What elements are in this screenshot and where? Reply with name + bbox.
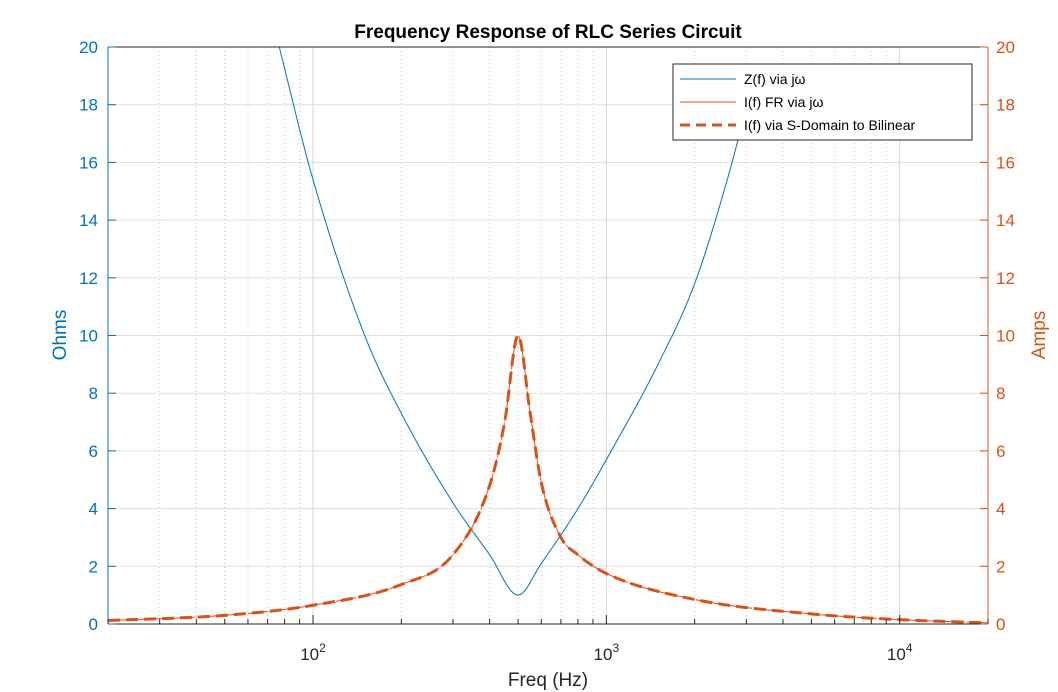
series-sample-point xyxy=(499,440,502,442)
series-sample-point xyxy=(194,616,197,619)
plot-area xyxy=(108,47,988,624)
right-y-tick-label: 10 xyxy=(996,327,1015,346)
x-axis-label: Freq (Hz) xyxy=(508,670,588,691)
right-y-tick-label: 12 xyxy=(996,269,1015,288)
right-y-tick-label: 14 xyxy=(996,211,1015,230)
series-sample-point xyxy=(876,617,879,620)
chart-title: Frequency Response of RLC Series Circuit xyxy=(354,22,742,43)
legend-label-i-fr: I(f) FR via jω xyxy=(744,94,823,110)
series-sample-point xyxy=(356,596,359,599)
series-sample-point xyxy=(479,509,482,511)
series-line-2 xyxy=(108,334,988,624)
left-y-tick-label: 6 xyxy=(89,442,98,461)
left-y-tick-label: 8 xyxy=(89,384,98,403)
right-y-tick-label: 8 xyxy=(996,384,1005,403)
series-sample-point xyxy=(439,566,441,569)
left-y-tick-label: 0 xyxy=(89,615,98,634)
right-y-tick-label: 18 xyxy=(996,96,1015,115)
x-tick-exponent: 2 xyxy=(319,641,326,655)
legend-label-i-bilinear: I(f) via S-Domain to Bilinear xyxy=(744,117,916,133)
legend: Z(f) via jω I(f) FR via jω I(f) via S-Do… xyxy=(672,63,973,141)
series-sample-point xyxy=(492,472,495,474)
series-sample-point xyxy=(267,610,270,613)
series-sample-point xyxy=(496,457,499,459)
left-y-tick-label: 14 xyxy=(79,211,98,230)
left-y-tick-label: 10 xyxy=(79,327,98,346)
left-y-tick-label: 12 xyxy=(79,269,98,288)
legend-label-z: Z(f) via jω xyxy=(744,71,806,87)
series-line-1 xyxy=(108,335,988,624)
left-y-axis-label: Ohms xyxy=(50,310,71,361)
series-sample-point xyxy=(526,389,529,392)
series-sample-point xyxy=(564,543,567,545)
series-sample-point xyxy=(517,334,519,337)
left-y-tick-label: 16 xyxy=(79,153,98,172)
x-tick-label: 102 xyxy=(300,641,326,664)
series-line-0 xyxy=(278,47,747,596)
x-tick-label: 103 xyxy=(594,641,620,664)
right-y-tick-label: 16 xyxy=(996,153,1015,172)
left-y-tick-label: 18 xyxy=(79,96,98,115)
series-sample-point xyxy=(752,607,754,610)
right-y-tick-label: 20 xyxy=(996,38,1015,57)
right-y-axis: 0 2 4 6 8 10 12 14 16 18 20 xyxy=(980,38,1015,634)
series-sample-point xyxy=(503,421,506,423)
series-sample-point xyxy=(965,621,967,624)
series-sample-point xyxy=(510,368,513,371)
right-y-tick-label: 6 xyxy=(996,442,1005,461)
x-axis: 102 103 104 xyxy=(107,615,989,664)
x-tick-base: 10 xyxy=(594,645,613,664)
right-y-tick-label: 4 xyxy=(996,500,1005,519)
x-tick-base: 10 xyxy=(887,645,906,664)
series-sample-point xyxy=(627,581,630,584)
right-y-tick-label: 2 xyxy=(996,557,1005,576)
series-sample-point xyxy=(245,612,248,615)
x-tick-exponent: 3 xyxy=(612,641,619,655)
left-y-axis: 0 2 4 6 8 10 12 14 16 18 20 xyxy=(79,38,116,634)
left-y-tick-label: 20 xyxy=(79,38,98,57)
right-y-tick-label: 0 xyxy=(996,615,1005,634)
x-tick-exponent: 4 xyxy=(906,641,913,655)
x-tick-base: 10 xyxy=(300,645,319,664)
left-y-tick-label: 4 xyxy=(89,500,98,519)
x-tick-label: 104 xyxy=(887,641,913,664)
series-sample-point xyxy=(452,553,454,556)
series-group xyxy=(108,47,988,624)
right-y-axis-label: Amps xyxy=(1029,311,1050,360)
left-y-tick-label: 2 xyxy=(89,557,98,576)
